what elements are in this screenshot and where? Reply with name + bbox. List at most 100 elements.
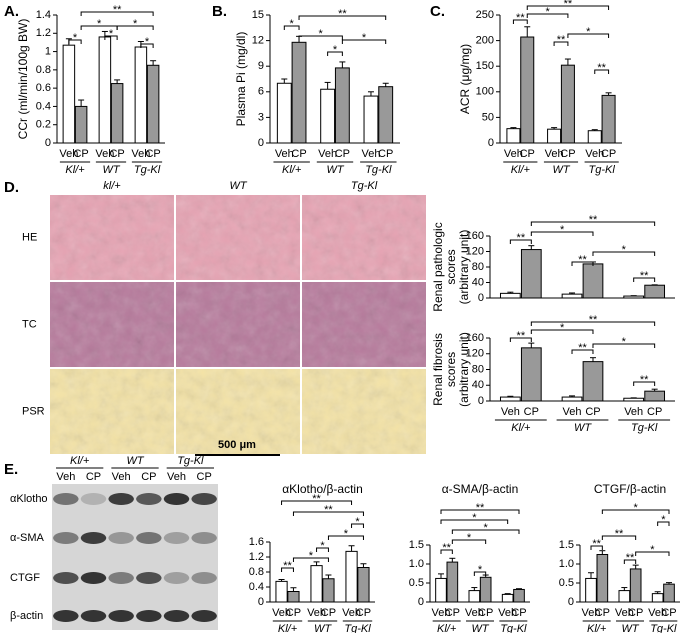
significance-bracket	[341, 39, 387, 44]
column-label: kl/+	[103, 180, 121, 192]
blot-lane-label: Veh	[167, 471, 186, 483]
column-label: Tg-Kl	[351, 180, 378, 192]
significance-bracket	[635, 551, 670, 556]
significance-bracket	[553, 41, 569, 46]
group-label: WT	[314, 623, 332, 633]
significance-label: **	[640, 374, 649, 386]
bar-label: Veh	[59, 148, 78, 160]
y-tick-label: 100	[476, 86, 494, 98]
y-tick-label: 0	[258, 137, 264, 149]
blot-band	[108, 572, 134, 584]
significance-label: *	[545, 6, 550, 18]
y-tick-label: 150	[476, 60, 494, 72]
y-tick-label: 6	[258, 86, 264, 98]
bar	[585, 577, 597, 603]
significance-label: *	[73, 32, 78, 44]
significance-bracket	[530, 221, 656, 226]
micrograph-texture	[302, 195, 426, 280]
blot-band	[53, 493, 79, 505]
significance-label: *	[145, 36, 150, 48]
significance-label: **	[597, 62, 606, 74]
significance-label: **	[615, 528, 624, 540]
significance-bracket	[80, 11, 154, 16]
significance-bracket	[116, 25, 154, 30]
y-tick-label: 0	[568, 596, 574, 608]
bar	[596, 554, 609, 603]
bar-label: Veh	[648, 607, 667, 619]
y-tick-label: 1.4	[36, 9, 51, 21]
significance-label: **	[578, 254, 587, 266]
significance-label: *	[586, 26, 591, 38]
bar-label: Veh	[318, 148, 337, 160]
bar-label: CP	[73, 148, 88, 160]
bar	[644, 284, 666, 299]
significance-bracket	[633, 277, 656, 282]
y-tick-label: 9	[258, 60, 264, 72]
y-tick-label: 50	[482, 111, 494, 123]
significance-bracket	[440, 519, 509, 524]
micrograph-texture	[50, 369, 174, 454]
bar	[501, 593, 514, 603]
significance-bracket	[601, 509, 670, 514]
significance-bracket	[530, 321, 656, 326]
row-label: PSR	[22, 405, 45, 417]
blot-band	[80, 532, 107, 544]
significance-bracket	[473, 571, 487, 576]
significance-label: *	[634, 502, 639, 514]
significance-label: **	[338, 8, 347, 20]
bar	[499, 396, 521, 402]
significance-label: *	[560, 224, 565, 236]
bar-label: CP	[661, 607, 676, 619]
group-label: WT	[621, 623, 639, 633]
group-label: Tg-Kl	[589, 164, 616, 176]
significance-bracket	[509, 239, 532, 244]
y-tick-label: 0	[418, 596, 424, 608]
group-label: Kl/+	[437, 623, 457, 633]
y-tick-label: 1	[45, 45, 51, 57]
group-label: Kl/+	[511, 164, 531, 176]
blot-lane-label: CP	[197, 471, 212, 483]
micrograph-texture	[176, 369, 300, 454]
group-label: WT	[326, 164, 344, 176]
significance-label: *	[320, 540, 325, 552]
bar	[320, 88, 336, 144]
bar	[618, 590, 631, 603]
blot-band	[108, 532, 134, 544]
y-tick-label: 0	[478, 292, 484, 304]
group-label: Kl/+	[65, 164, 85, 176]
bar	[587, 130, 602, 144]
blot-band	[136, 532, 162, 544]
blot-row-label: α-SMA	[10, 532, 45, 544]
significance-label: **	[589, 314, 598, 326]
bar-label: CP	[524, 406, 539, 418]
bar	[310, 565, 323, 603]
blot-band	[53, 572, 79, 584]
significance-bracket	[571, 349, 594, 354]
significance-label: *	[622, 336, 627, 348]
y-axis-label: Renal fibrosis	[431, 333, 445, 406]
bar	[291, 41, 307, 144]
y-tick-label: 250	[476, 9, 494, 21]
significance-label: **	[113, 4, 122, 16]
bar	[322, 578, 335, 603]
significance-bracket	[327, 535, 364, 540]
significance-label: *	[650, 544, 655, 556]
significance-label: *	[478, 564, 483, 576]
micrograph-texture	[302, 369, 426, 454]
panel-label: B.	[212, 3, 227, 20]
y-tick-label: 1.0	[559, 558, 574, 570]
significance-bracket	[327, 51, 343, 56]
y-tick-label: 40	[472, 379, 484, 391]
significance-bracket	[657, 521, 670, 526]
significance-bracket	[283, 25, 300, 30]
bar	[334, 67, 350, 144]
significance-label: *	[467, 532, 472, 544]
bar	[499, 292, 521, 299]
bar-label: Veh	[361, 148, 380, 160]
y-tick-label: 120	[466, 245, 484, 257]
y-tick-label: 1.2	[249, 551, 264, 563]
blot-band	[163, 493, 190, 505]
significance-label: **	[476, 502, 485, 514]
significance-bracket	[292, 511, 364, 516]
significance-label: *	[309, 550, 314, 562]
